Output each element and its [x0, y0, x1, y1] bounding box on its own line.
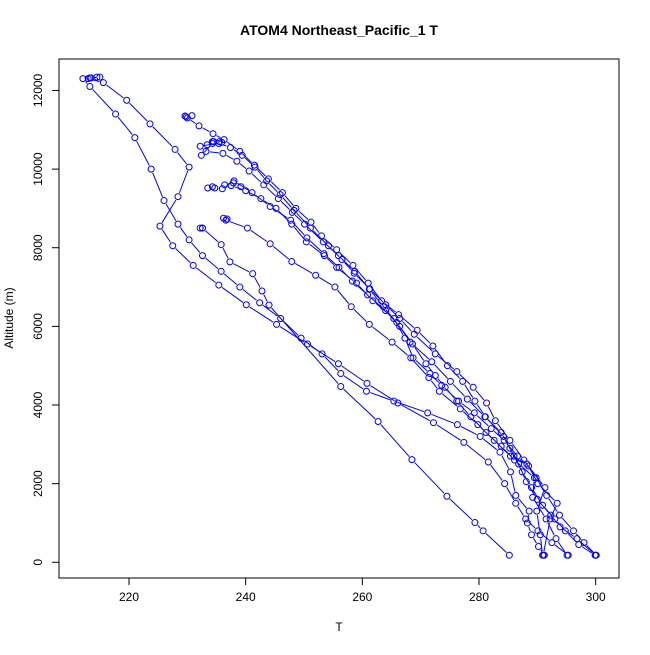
x-tick-label: 280: [469, 590, 489, 604]
y-tick-label: 8000: [31, 234, 45, 261]
chart-title: ATOM4 Northeast_Pacific_1 T: [240, 22, 438, 38]
x-tick-label: 260: [352, 590, 372, 604]
x-tick-label: 220: [119, 590, 139, 604]
y-axis-label: Altitude (m): [2, 287, 16, 348]
x-axis-label: T: [335, 620, 343, 634]
y-tick-label: 2000: [31, 470, 45, 497]
x-tick-label: 240: [236, 590, 256, 604]
y-tick-label: 10000: [31, 152, 45, 186]
y-tick-label: 12000: [31, 73, 45, 107]
x-tick-label: 300: [586, 590, 606, 604]
y-tick-label: 0: [31, 559, 45, 566]
y-tick-label: 4000: [31, 391, 45, 418]
y-tick-label: 6000: [31, 313, 45, 340]
